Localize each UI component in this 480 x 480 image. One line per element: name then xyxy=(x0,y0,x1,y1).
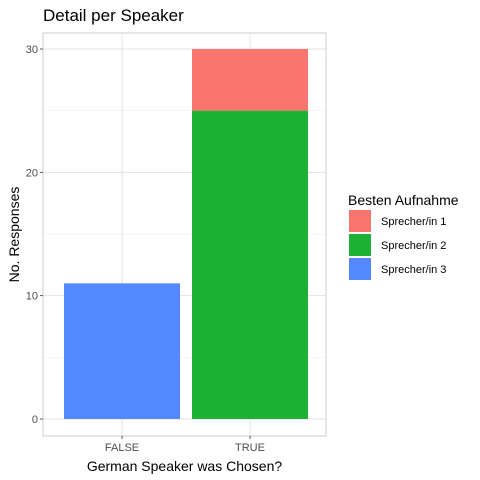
bar-true-sprecher-in-1 xyxy=(192,49,308,111)
legend: Besten Aufnahme Sprecher/in 1 Sprecher/in… xyxy=(348,192,459,280)
x-tick-label: FALSE xyxy=(105,442,139,454)
y-axis: 0 10 20 30 xyxy=(26,44,43,426)
y-axis-title: No. Responses xyxy=(6,187,22,283)
y-tick-label: 20 xyxy=(26,167,38,179)
bar-true-sprecher-in-2 xyxy=(192,110,308,420)
y-tick-label: 0 xyxy=(32,414,38,426)
legend-label: Sprecher/in 3 xyxy=(381,264,446,276)
legend-title: Besten Aufnahme xyxy=(348,192,459,208)
bar-false-sprecher-in-3 xyxy=(64,283,180,419)
bars xyxy=(64,49,308,420)
y-tick-label: 10 xyxy=(26,291,38,303)
x-axis-title: German Speaker was Chosen? xyxy=(87,458,283,474)
panel-border xyxy=(42,32,327,437)
legend-swatch xyxy=(349,234,371,256)
legend-label: Sprecher/in 2 xyxy=(381,240,446,252)
x-tick-label: TRUE xyxy=(235,442,265,454)
legend-swatch xyxy=(349,210,371,232)
legend-swatch xyxy=(349,258,371,280)
chart-title: Detail per Speaker xyxy=(43,6,184,25)
legend-label: Sprecher/in 1 xyxy=(381,216,446,228)
y-tick-label: 30 xyxy=(26,44,38,56)
x-axis: FALSE TRUE xyxy=(105,436,265,454)
